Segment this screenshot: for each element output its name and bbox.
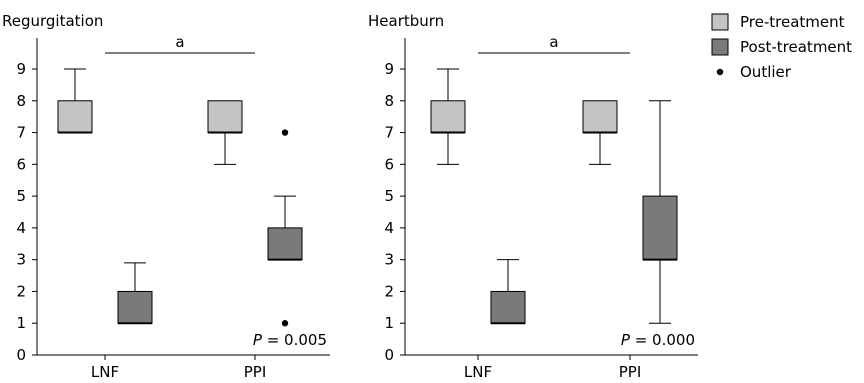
box [582,100,618,134]
chart-title: Regurgitation [2,12,103,30]
box [490,290,526,324]
box [57,100,93,134]
y-tick-label: 1 [384,314,394,332]
box [430,100,466,134]
x-tick-label: PPI [619,363,642,381]
p-value-annotation: P = 0.000 [621,331,695,349]
legend-label-pre-treatment: Pre-treatment [740,13,845,31]
p-symbol: P [621,331,635,349]
significance-label: a [175,33,184,51]
p-value: = 0.005 [267,331,327,349]
y-tick-label: 0 [16,346,26,364]
y-tick-label: 5 [384,187,394,205]
legend-swatch-outlier [716,68,724,76]
panel-regurgitation: Regurgitation 0 1 2 3 4 5 6 7 8 9 LNF PPI a P = 0.005 [2,12,330,381]
y-tick-label: 6 [16,155,26,173]
y-tick-label: 5 [16,187,26,205]
box [642,195,678,261]
y-tick-label: 9 [384,60,394,78]
legend: Pre-treatment Post-treatment Outlier [711,13,852,81]
x-tick-label: LNF [464,363,492,381]
y-tick-label: 8 [16,92,26,110]
panel-heartburn: Heartburn 0 1 2 3 4 5 6 7 8 9 LNF PPI a P = 0.000 [368,12,698,381]
box [117,290,153,324]
y-tick-label: 7 [384,124,394,142]
y-tick-label: 2 [16,282,26,300]
y-tick-label: 1 [16,314,26,332]
y-tick-label: 4 [16,219,26,237]
y-tick-label: 7 [16,124,26,142]
x-tick-label: LNF [91,363,119,381]
x-tick-label: PPI [244,363,267,381]
box [267,227,303,261]
y-tick-label: 3 [16,251,26,269]
box [207,100,243,134]
y-tick-label: 4 [384,219,394,237]
legend-label-post-treatment: Post-treatment [740,38,852,56]
y-tick-label: 3 [384,251,394,269]
p-value: = 0.000 [635,331,695,349]
y-tick-label: 0 [384,346,394,364]
significance-label: a [549,33,558,51]
p-value-annotation: P = 0.005 [253,331,327,349]
outlier-point [281,129,289,136]
legend-label-outlier: Outlier [740,63,792,81]
y-tick-label: 9 [16,60,26,78]
p-symbol: P [253,331,267,349]
y-tick-label: 2 [384,282,394,300]
legend-swatch-pre-treatment [711,13,729,31]
outlier-point [281,320,289,327]
legend-swatch-post-treatment [711,38,729,56]
y-tick-label: 8 [384,92,394,110]
y-tick-label: 6 [384,155,394,173]
chart-title: Heartburn [368,12,444,30]
